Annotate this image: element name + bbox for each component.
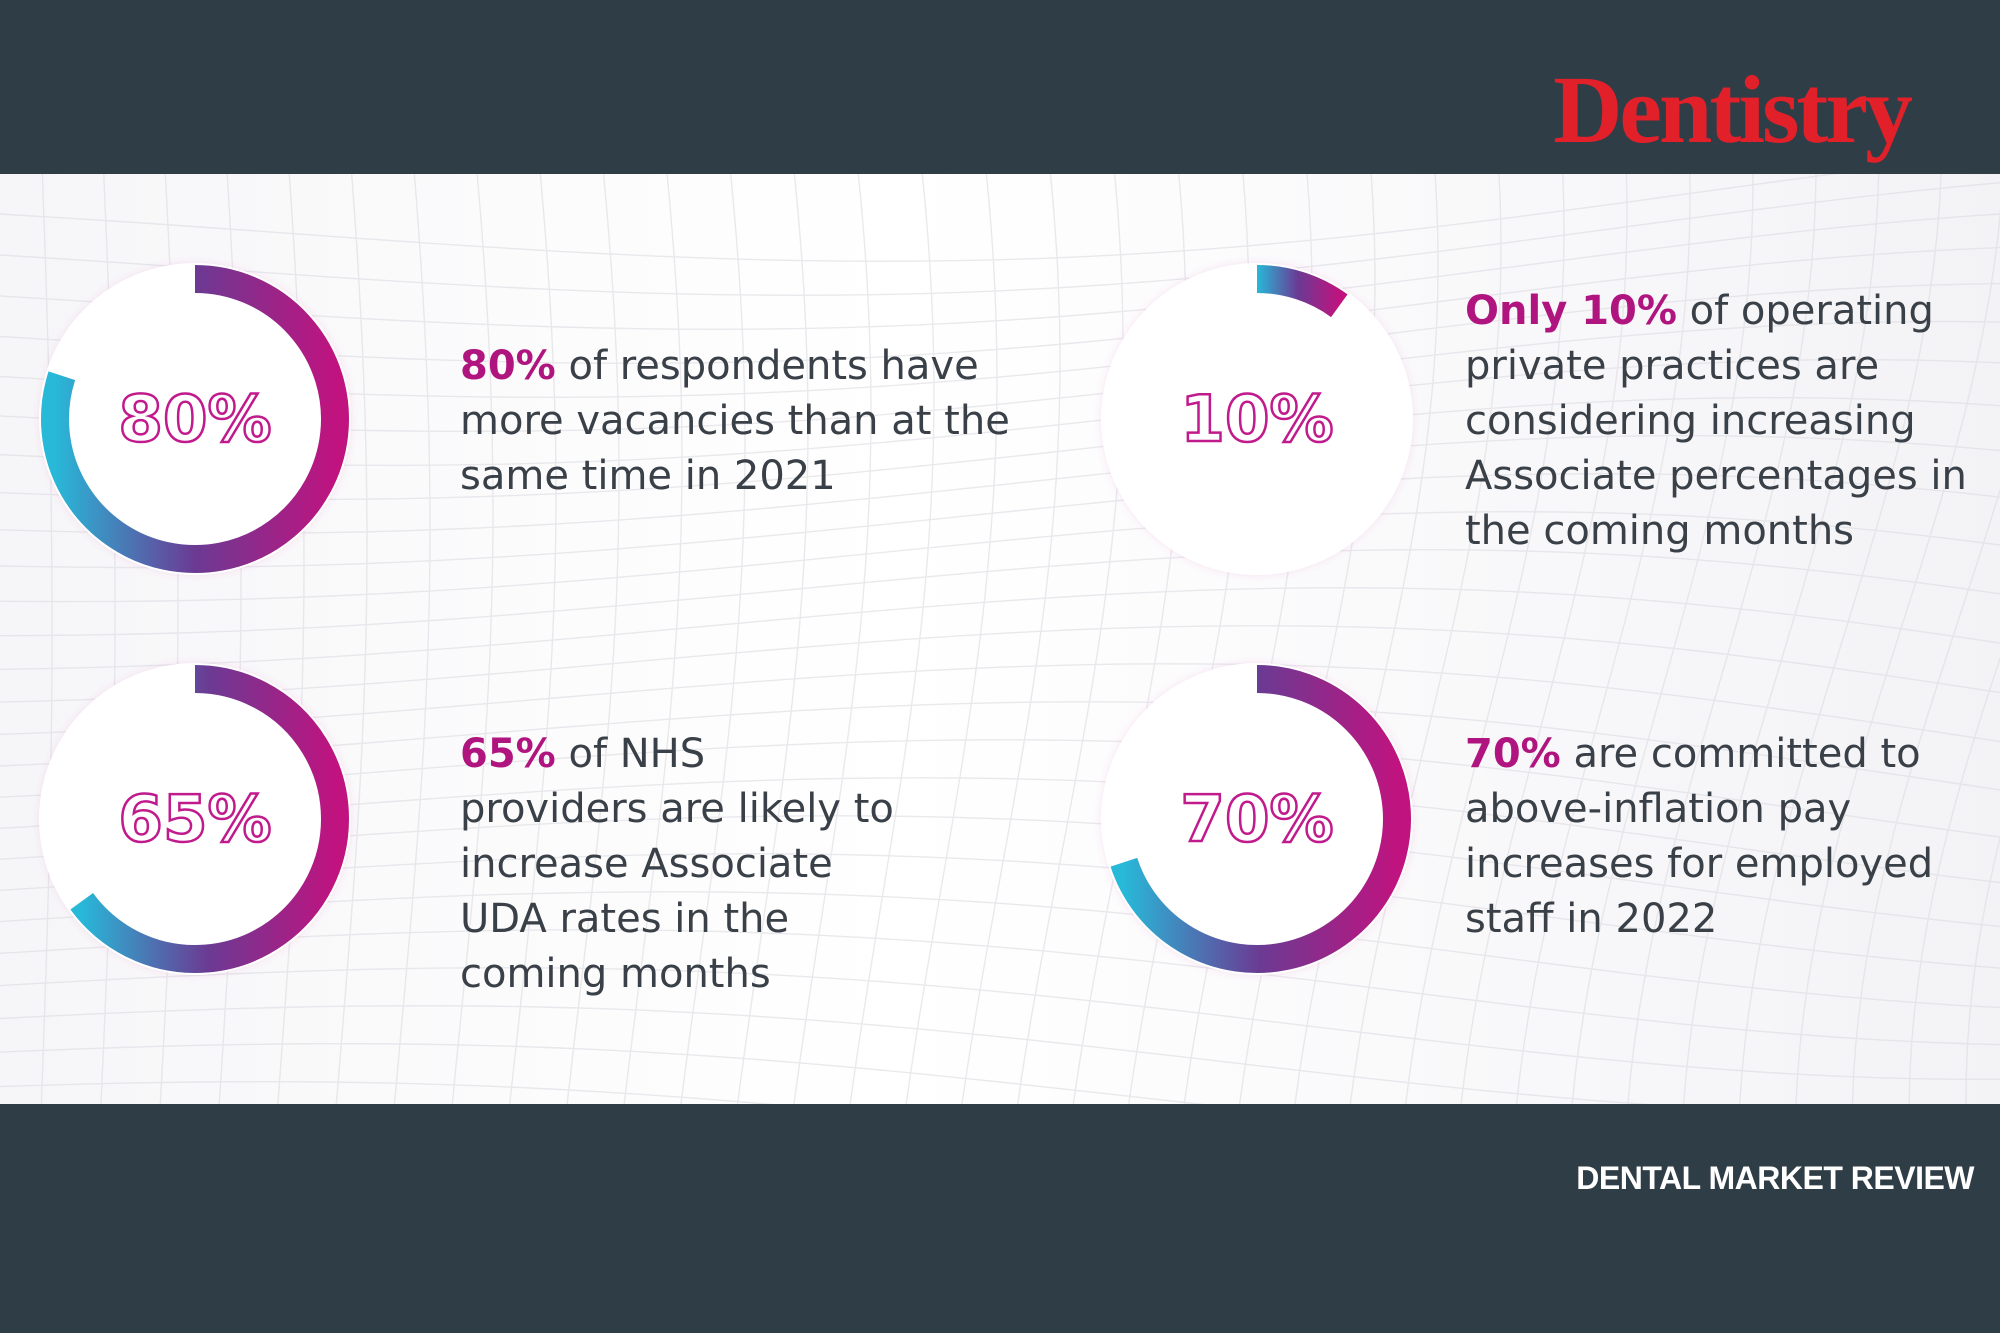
mesh-line xyxy=(1017,174,1124,1104)
stat-card-2: 10% Only 10% of operating private practi… xyxy=(1097,259,1997,599)
mesh-line xyxy=(0,587,2000,670)
mesh-line xyxy=(335,174,368,1104)
stat-description-1: 80% of respondents have more vacancies t… xyxy=(460,339,1020,504)
donut-arc xyxy=(70,665,349,973)
mesh-line xyxy=(0,929,2000,1046)
stat-text-1: of respondents have more vacancies than … xyxy=(460,343,1010,499)
donut-percent-label: 80% xyxy=(118,383,271,457)
brand-logo: Dentistry xyxy=(1553,56,1913,163)
donut-percent-label: 70% xyxy=(1180,783,1333,857)
mesh-line xyxy=(1683,174,1880,1104)
mesh-line xyxy=(1571,174,1754,1104)
mesh-line xyxy=(0,182,2000,297)
mesh-line xyxy=(849,174,935,1104)
stat-description-2: Only 10% of operating private practices … xyxy=(1465,284,2000,559)
mesh-line xyxy=(1405,174,1565,1104)
stat-text-3: of NHS providers are likely to increase … xyxy=(460,731,894,997)
donut-chart-1: 80% xyxy=(39,263,351,575)
mesh-line xyxy=(509,174,557,1104)
stat-highlight-4: 70% xyxy=(1465,731,1561,777)
mesh-line xyxy=(0,625,2000,703)
mesh-line xyxy=(1908,656,2000,1104)
stat-description-4: 70% are committed to above-inflation pay… xyxy=(1465,727,1945,947)
mesh-line xyxy=(0,663,2000,743)
mesh-line xyxy=(0,891,2000,1009)
stat-highlight-3: 65% xyxy=(460,731,556,777)
mesh-line xyxy=(0,472,2000,569)
mesh-line xyxy=(40,174,53,1104)
footer-label: DENTAL MARKET REVIEW xyxy=(1576,1160,1974,1196)
stat-highlight-1: 80% xyxy=(460,343,556,389)
donut-arc xyxy=(1256,265,1348,318)
donut-percent-label: 65% xyxy=(118,783,271,857)
mesh-line xyxy=(793,174,872,1104)
mesh-line xyxy=(961,174,1061,1104)
donut-background xyxy=(39,263,351,575)
mesh-line xyxy=(1739,174,1942,1104)
mesh-line xyxy=(0,701,2000,791)
donut-background xyxy=(1101,663,1413,975)
stat-card-1: 80% 80% of respondents have more vacanci… xyxy=(35,259,1010,599)
mesh-line xyxy=(0,967,2000,1080)
stat-card-4: 70% 70% are committed to above-inflation… xyxy=(1097,659,1997,999)
mesh-line xyxy=(1851,487,2000,1104)
mesh-line xyxy=(566,174,620,1104)
infographic-panel: 80% 80% of respondents have more vacanci… xyxy=(0,174,2000,1104)
stat-text-2: of operating private practices are consi… xyxy=(1465,288,1967,554)
mesh-line xyxy=(1795,208,2000,1104)
mesh-line xyxy=(0,548,2000,637)
mesh-line xyxy=(1349,174,1502,1104)
mesh-line xyxy=(1515,174,1691,1104)
donut-percent-label: 10% xyxy=(1180,383,1333,457)
mesh-line xyxy=(905,174,998,1104)
mesh-line xyxy=(1965,835,2000,1104)
donut-chart-2: 10% xyxy=(1101,263,1413,575)
mesh-line xyxy=(736,174,809,1104)
mesh-line xyxy=(1627,174,1817,1104)
mesh-line xyxy=(0,510,2000,603)
header-bar: Dentistry xyxy=(0,0,2000,174)
mesh-line xyxy=(0,174,1838,263)
mesh-line xyxy=(0,1081,774,1104)
stat-text-4: are committed to above-inflation pay inc… xyxy=(1465,731,1934,942)
donut-arc xyxy=(1110,665,1411,973)
donut-background xyxy=(39,663,351,975)
mesh-line xyxy=(623,174,683,1104)
mesh-line xyxy=(1460,174,1628,1104)
mesh-line xyxy=(0,1043,1205,1104)
donut-background xyxy=(1101,263,1413,575)
mesh-line xyxy=(393,174,431,1104)
donut-chart-3: 65% xyxy=(39,663,351,975)
donut-arc xyxy=(41,265,349,573)
mesh-line xyxy=(451,174,494,1104)
mesh-line xyxy=(680,174,746,1104)
footer-bar: DENTAL MARKET REVIEW xyxy=(0,1104,2000,1333)
mesh-line xyxy=(0,396,2000,501)
mesh-line xyxy=(0,213,2000,331)
mesh-line xyxy=(0,1005,1653,1104)
stat-highlight-2: Only 10% xyxy=(1465,288,1677,334)
donut-chart-4: 70% xyxy=(1101,663,1413,975)
stat-description-3: 65% of NHS providers are likely to incre… xyxy=(460,727,900,1002)
stat-card-3: 65% 65% of NHS providers are likely to i… xyxy=(35,659,935,999)
